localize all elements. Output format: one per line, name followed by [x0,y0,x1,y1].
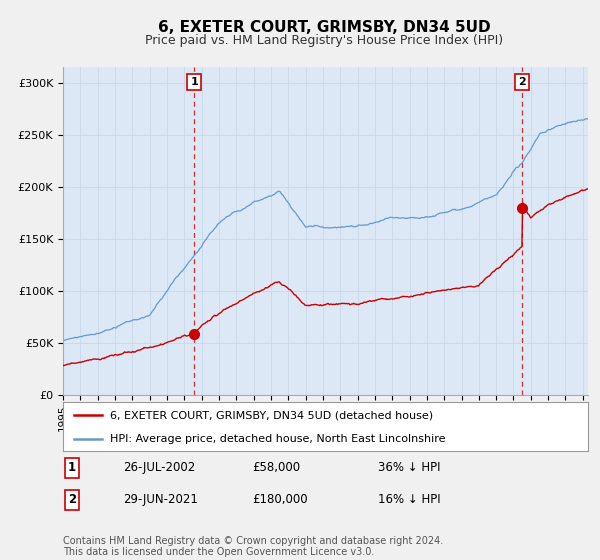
Text: 26-JUL-2002: 26-JUL-2002 [124,461,196,474]
Text: 16% ↓ HPI: 16% ↓ HPI [378,493,440,506]
Text: HPI: Average price, detached house, North East Lincolnshire: HPI: Average price, detached house, Nort… [110,434,446,444]
Text: Contains HM Land Registry data © Crown copyright and database right 2024.
This d: Contains HM Land Registry data © Crown c… [63,535,443,557]
Text: 36% ↓ HPI: 36% ↓ HPI [378,461,440,474]
Text: Price paid vs. HM Land Registry's House Price Index (HPI): Price paid vs. HM Land Registry's House … [145,34,503,46]
Text: 1: 1 [68,461,76,474]
Text: 6, EXETER COURT, GRIMSBY, DN34 5UD: 6, EXETER COURT, GRIMSBY, DN34 5UD [158,20,490,35]
Text: 2: 2 [518,77,526,87]
Text: 1: 1 [190,77,198,87]
Text: 29-JUN-2021: 29-JUN-2021 [124,493,198,506]
Text: £180,000: £180,000 [252,493,308,506]
Text: 6, EXETER COURT, GRIMSBY, DN34 5UD (detached house): 6, EXETER COURT, GRIMSBY, DN34 5UD (deta… [110,410,433,421]
Text: £58,000: £58,000 [252,461,300,474]
Text: 2: 2 [68,493,76,506]
